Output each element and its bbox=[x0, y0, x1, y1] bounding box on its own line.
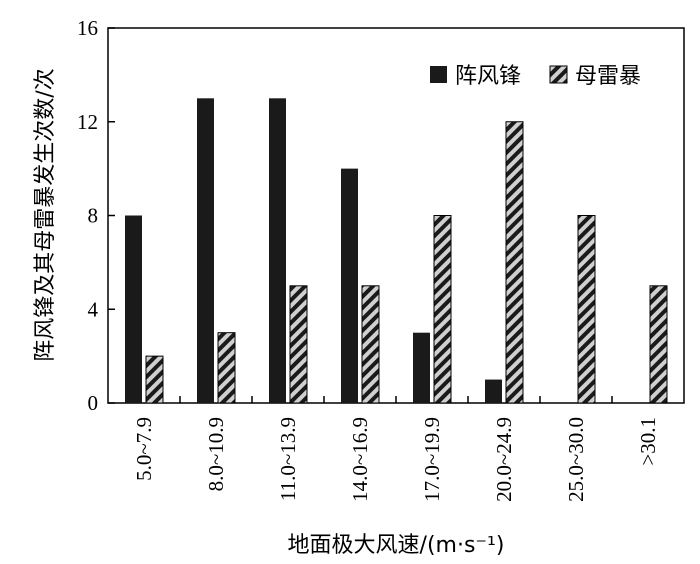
legend: 阵风锋 母雷暴 bbox=[430, 64, 641, 89]
bar-parent-storm-3 bbox=[361, 285, 380, 404]
bar-parent-storm-4 bbox=[433, 215, 452, 404]
legend-swatch bbox=[430, 66, 447, 83]
legend-label: 阵风锋 bbox=[455, 64, 521, 89]
bar-parent-storm-1 bbox=[217, 332, 236, 404]
y-tick-label: 12 bbox=[77, 110, 98, 134]
x-tick-label: 25.0~30.0 bbox=[564, 417, 588, 502]
y-tick-label: 16 bbox=[77, 16, 98, 40]
y-axis: 0 4 8 12 16 bbox=[77, 16, 115, 415]
legend-swatch bbox=[549, 65, 568, 84]
bar-parent-storm-7 bbox=[649, 285, 668, 404]
x-tick-label: 14.0~16.9 bbox=[348, 417, 372, 502]
bar-parent-storm-2 bbox=[289, 285, 308, 404]
y-tick-label: 0 bbox=[88, 391, 99, 415]
bar-parent-storm-0 bbox=[145, 355, 164, 404]
bar-parent-storm-6 bbox=[577, 215, 596, 404]
bar-parent-storm-5 bbox=[505, 121, 524, 404]
bars bbox=[125, 98, 668, 404]
x-tick-label: 11.0~13.9 bbox=[276, 417, 300, 501]
x-tick-label: 5.0~7.9 bbox=[132, 417, 156, 481]
bar-gust-front-4 bbox=[413, 332, 430, 403]
y-tick-label: 8 bbox=[88, 204, 99, 228]
y-axis-label: 阵风锋及其母雷暴发生次数/次 bbox=[33, 68, 58, 361]
legend-label: 母雷暴 bbox=[575, 64, 641, 89]
x-axis: 5.0~7.9 8.0~10.9 11.0~13.9 14.0~16.9 17.0~19… bbox=[132, 396, 660, 502]
x-tick-label: >30.1 bbox=[636, 417, 660, 466]
bar-gust-front-2 bbox=[269, 98, 286, 403]
bar-gust-front-1 bbox=[197, 98, 214, 403]
x-axis-label: 地面极大风速/(m·s⁻¹) bbox=[288, 533, 505, 558]
bar-gust-front-5 bbox=[485, 379, 502, 403]
y-tick-label: 4 bbox=[88, 297, 99, 321]
bar-gust-front-0 bbox=[125, 215, 142, 403]
x-tick-label: 8.0~10.9 bbox=[204, 417, 228, 491]
x-tick-label: 17.0~19.9 bbox=[420, 417, 444, 502]
bar-gust-front-3 bbox=[341, 168, 358, 403]
x-tick-label: 20.0~24.9 bbox=[492, 417, 516, 502]
